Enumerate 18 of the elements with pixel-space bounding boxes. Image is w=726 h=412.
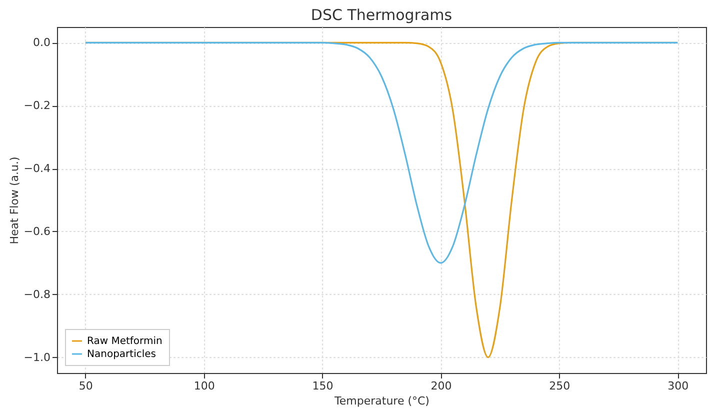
x-tick-label: 50 (78, 380, 93, 392)
x-tick-label: 200 (430, 380, 452, 392)
legend-label: Nanoparticles (87, 349, 156, 360)
y-tick-label: −0.6 (24, 224, 50, 238)
x-tick-label: 150 (312, 380, 334, 392)
x-tick-label: 100 (194, 380, 215, 392)
y-tick-label: −0.8 (24, 288, 50, 301)
y-tick-label: −0.2 (24, 99, 50, 112)
y-tick-label: −1.0 (24, 350, 50, 364)
y-axis-title: Heat Flow (a.u.) (8, 156, 21, 244)
x-tick-label: 250 (549, 380, 570, 392)
legend-label: Raw Metformin (87, 336, 162, 347)
y-tick-label: −0.4 (24, 162, 50, 176)
y-tick-label: 0.0 (33, 36, 50, 50)
x-axis-title: Temperature (°C) (334, 394, 430, 408)
x-tick-label: 300 (668, 380, 689, 392)
line-series (84, 42, 678, 264)
chart-title: DSC Thermograms (310, 6, 452, 24)
